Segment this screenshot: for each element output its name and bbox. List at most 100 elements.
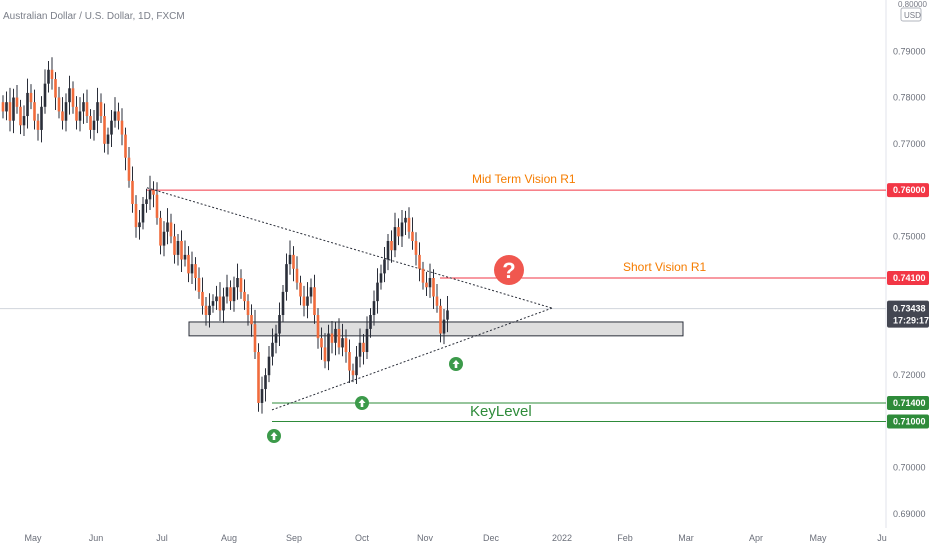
candle-body (103, 116, 106, 144)
candle-body (47, 69, 50, 84)
candle-body (124, 134, 127, 158)
x-tick-label: May (809, 533, 827, 543)
candle-body (54, 79, 57, 98)
candle-body (232, 287, 236, 302)
candle-body (425, 282, 428, 288)
candle-body (110, 120, 113, 135)
candle-body (372, 301, 376, 316)
question-mark-icon: ? (494, 255, 524, 285)
candle-body (29, 92, 33, 103)
candle-body (180, 240, 183, 260)
candle-body (78, 111, 82, 121)
candle-body (169, 222, 173, 237)
x-tick-label: Apr (749, 533, 763, 543)
x-tick-label: Aug (221, 533, 237, 543)
candle-body (117, 111, 120, 121)
level-price-tag (887, 183, 929, 198)
candle-body (215, 296, 218, 302)
candle-body (61, 111, 64, 121)
y-tick-label: 0.75000 (893, 231, 926, 241)
candle-body (218, 296, 222, 311)
candle-body (337, 328, 341, 348)
candle-body (341, 338, 344, 348)
plot-background (0, 0, 886, 550)
candle-body (12, 97, 15, 121)
candle-body (113, 111, 117, 121)
candle-body (442, 319, 446, 334)
candle-body (229, 287, 232, 302)
candle-body (22, 116, 26, 126)
candle-body (208, 305, 211, 316)
candle-body (362, 342, 365, 353)
y-tick-label: 0.72000 (893, 370, 926, 380)
candle-body (71, 88, 75, 107)
up-arrow-markers (267, 357, 463, 443)
x-tick-label: Dec (483, 533, 500, 543)
candle-body (414, 240, 418, 255)
candle-body (295, 268, 299, 283)
candle-body (15, 97, 19, 107)
time-axis[interactable]: May Jun Jul Aug Sep Oct Nov Dec 2022 Feb Mar Apr May… (24, 533, 886, 543)
candle-body (222, 296, 225, 311)
candle-body (288, 254, 292, 265)
candle-body (313, 287, 316, 316)
x-tick-label: May (24, 533, 42, 543)
candle-body (50, 69, 54, 80)
candle-body (411, 231, 414, 241)
triangle-upper-line (146, 187, 553, 309)
candle-body (435, 296, 439, 306)
candle-body (243, 291, 246, 302)
candle-body (281, 291, 285, 316)
current-price-tag (887, 300, 929, 328)
candle-body (376, 282, 379, 302)
candle-body (141, 203, 145, 223)
candle-body (432, 278, 435, 297)
candle-body (148, 190, 152, 200)
candle-body (274, 333, 278, 343)
x-tick-label: 2022 (552, 533, 572, 543)
candle-body (40, 106, 43, 130)
candle-body (446, 310, 449, 320)
candle-body (306, 296, 309, 306)
candle-body (120, 120, 124, 135)
currency-badge[interactable] (900, 7, 922, 22)
candle-body (267, 356, 271, 376)
candle-body (43, 83, 47, 107)
price-tags: 0.76000 0.74100 0.71400 0.71000 0.73438 17:29… (887, 183, 929, 429)
level-price-tag (887, 395, 929, 410)
candle-body (351, 370, 355, 376)
candle-body (99, 102, 103, 117)
x-tick-label: Sep (286, 533, 302, 543)
candle-body (36, 120, 40, 130)
candle-body (173, 236, 176, 255)
candle-body (1, 102, 5, 112)
candle-body (96, 102, 99, 121)
support-zone-box (188, 321, 684, 337)
candle-body (323, 347, 327, 362)
candle-body (407, 217, 411, 232)
triangle-lower-line (271, 307, 553, 411)
x-tick-label: Oct (355, 533, 370, 543)
candle-body (131, 180, 134, 204)
y-tick-label: 0.69000 (893, 509, 926, 519)
candle-body (75, 106, 78, 121)
candle-body (439, 305, 442, 334)
level-price-tag (887, 271, 929, 286)
currency-badge-label: USD (904, 11, 921, 20)
candle-body (383, 259, 386, 274)
price-axis[interactable]: 0.79000 0.78000 0.77000 0.75000 0.72000 0.700… (893, 46, 926, 519)
candle-body (8, 102, 12, 121)
level-price-tag-label: 0.71400 (893, 398, 926, 408)
candle-body (190, 264, 194, 274)
candle-body (365, 328, 369, 353)
candle-body (187, 254, 190, 274)
candle-body (302, 296, 306, 306)
candle-body (358, 342, 362, 357)
candle-body (152, 190, 155, 195)
candle-body (299, 282, 302, 297)
x-tick-label: Jul (156, 533, 168, 543)
candle-body (309, 287, 313, 297)
candle-body (369, 315, 372, 329)
candle-body (253, 324, 257, 353)
